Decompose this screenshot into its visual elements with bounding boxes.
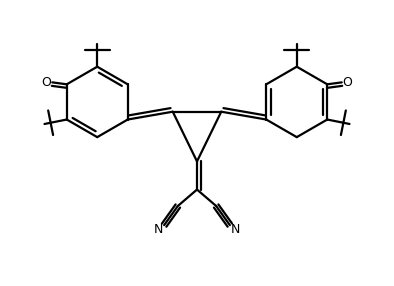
Text: O: O xyxy=(343,76,353,89)
Text: N: N xyxy=(154,223,164,236)
Text: N: N xyxy=(230,223,240,236)
Text: O: O xyxy=(41,76,51,89)
